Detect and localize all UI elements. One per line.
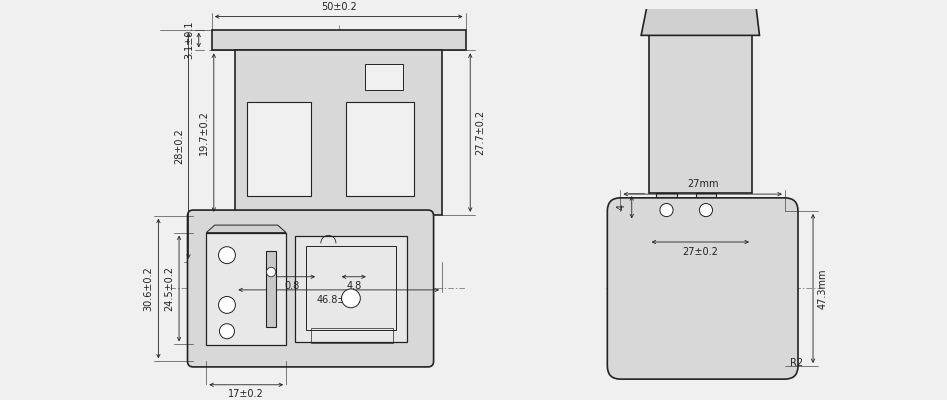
Bar xyxy=(323,222,334,243)
Circle shape xyxy=(660,204,673,217)
Text: 46.8±0.2: 46.8±0.2 xyxy=(316,294,361,304)
Bar xyxy=(236,50,442,215)
Text: 17±0.2: 17±0.2 xyxy=(228,390,264,400)
Bar xyxy=(311,328,393,344)
Bar xyxy=(389,215,397,248)
Bar xyxy=(306,246,396,330)
Bar xyxy=(368,215,376,248)
Text: 30.6±0.2: 30.6±0.2 xyxy=(144,266,153,311)
Text: 4.8: 4.8 xyxy=(346,282,362,292)
Text: 27.7±0.2: 27.7±0.2 xyxy=(474,110,485,155)
Text: 27±0.2: 27±0.2 xyxy=(683,247,718,257)
Circle shape xyxy=(220,324,235,339)
Bar xyxy=(365,64,402,90)
Bar xyxy=(295,236,407,342)
Bar xyxy=(212,30,466,50)
Bar xyxy=(249,215,266,262)
FancyBboxPatch shape xyxy=(188,210,434,367)
Circle shape xyxy=(219,247,236,264)
Bar xyxy=(266,251,276,326)
Bar xyxy=(410,215,418,248)
Text: 50±0.2: 50±0.2 xyxy=(321,2,357,12)
Bar xyxy=(379,215,386,248)
Text: 24.5±0.2: 24.5±0.2 xyxy=(165,266,174,311)
Circle shape xyxy=(266,267,276,277)
Text: 0.8: 0.8 xyxy=(285,282,300,292)
Text: 47.3mm: 47.3mm xyxy=(817,268,828,309)
Text: 19.7±0.2: 19.7±0.2 xyxy=(199,110,209,155)
Circle shape xyxy=(342,289,360,308)
Polygon shape xyxy=(641,0,759,35)
Bar xyxy=(246,102,311,196)
Bar xyxy=(318,215,339,254)
Polygon shape xyxy=(206,225,286,233)
FancyBboxPatch shape xyxy=(607,198,798,379)
Bar xyxy=(206,233,286,345)
Text: 27mm: 27mm xyxy=(687,180,719,190)
Bar xyxy=(696,193,716,221)
Bar xyxy=(656,193,677,221)
Circle shape xyxy=(700,204,712,217)
Text: R2: R2 xyxy=(790,358,803,368)
Bar xyxy=(347,102,414,196)
Text: 3.1±0.1: 3.1±0.1 xyxy=(184,21,194,59)
Bar xyxy=(400,215,407,248)
Circle shape xyxy=(219,296,236,313)
Text: 28±0.2: 28±0.2 xyxy=(173,128,184,164)
Text: 4: 4 xyxy=(617,204,627,210)
Bar xyxy=(649,35,752,193)
